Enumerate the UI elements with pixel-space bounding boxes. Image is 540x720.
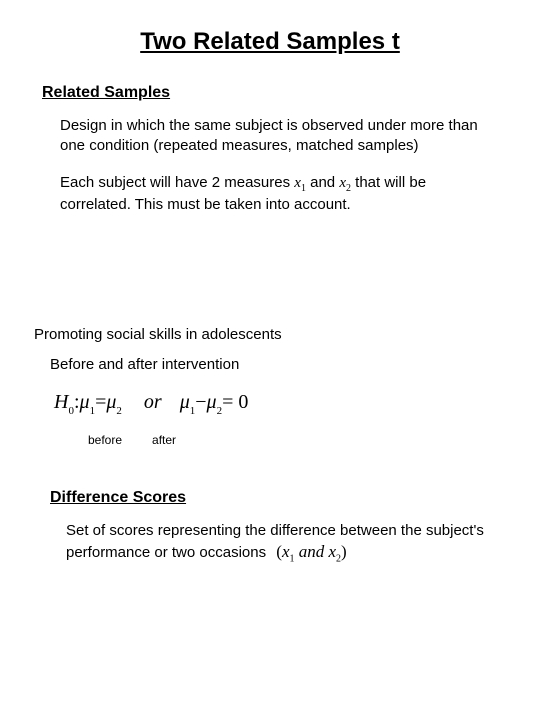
- paragraph-measures: Each subject will have 2 measures x1 and…: [60, 173, 492, 215]
- page-title: Two Related Samples t: [38, 28, 502, 56]
- text-run: and: [306, 174, 339, 191]
- paragraph-design: Design in which the same subject is obse…: [60, 116, 492, 155]
- eq-mu2-sub: 2: [116, 405, 122, 417]
- eq-zero: = 0: [222, 391, 248, 414]
- text-run: Each subject will have 2 measures: [60, 174, 294, 191]
- label-before: before: [88, 433, 122, 447]
- example-heading: Promoting social skills in adolescents: [34, 325, 502, 345]
- eq-or: or: [144, 391, 162, 414]
- paragraph-difference: Set of scores representing the differenc…: [66, 521, 492, 566]
- variable-x2: x: [339, 175, 346, 191]
- paren-close: ): [341, 542, 347, 561]
- section-heading-difference-scores: Difference Scores: [50, 489, 502, 507]
- eq-mu2b: μ: [207, 391, 217, 414]
- variable-x2b: x: [328, 542, 336, 561]
- eq-H: H: [54, 391, 68, 414]
- eq-mu2: μ: [106, 391, 116, 414]
- variable-x1: x: [294, 175, 301, 191]
- eq-equals: =: [95, 391, 106, 414]
- label-after: after: [152, 433, 176, 447]
- paren-and: and: [294, 542, 328, 561]
- eq-H-sub: 0: [68, 405, 74, 417]
- section-heading-related-samples: Related Samples: [42, 84, 502, 102]
- equation-labels: before after: [88, 433, 502, 447]
- hypothesis-equation: H0 : μ1 = μ2orμ1 − μ2 = 0: [54, 391, 502, 421]
- eq-minus: −: [195, 391, 206, 414]
- eq-mu1b: μ: [180, 391, 190, 414]
- eq-mu1b-sub: 1: [190, 405, 196, 417]
- eq-mu1-sub: 1: [90, 405, 96, 417]
- eq-mu2b-sub: 2: [217, 405, 223, 417]
- example-subheading: Before and after intervention: [50, 356, 502, 373]
- eq-mu1: μ: [80, 391, 90, 414]
- text-run: Set of scores representing the differenc…: [66, 522, 484, 561]
- paren-variables: (x1 and x2): [276, 542, 346, 561]
